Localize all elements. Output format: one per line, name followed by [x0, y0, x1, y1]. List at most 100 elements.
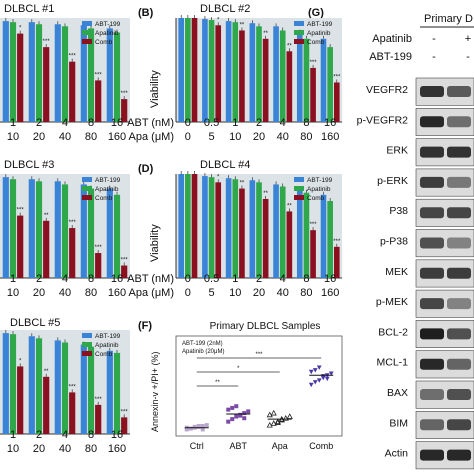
blot-label: ERK: [386, 145, 408, 157]
data-point: [192, 424, 197, 429]
chart-title: DLBCL #5: [10, 317, 60, 329]
significance-label: ***: [121, 409, 129, 415]
panel-label-g: (G): [308, 7, 324, 19]
significance-label: ***: [121, 91, 129, 97]
significance-label: ***: [333, 239, 341, 245]
bar-comb: [69, 228, 76, 278]
tick-label-apa: 10: [7, 287, 19, 299]
data-point: [312, 368, 318, 373]
bar-apatinib: [279, 186, 286, 278]
significance-label: ***: [95, 245, 103, 251]
legend-entry: Comb: [307, 195, 325, 202]
bar-abt-199: [80, 344, 87, 434]
tick-label-abt: 2: [36, 117, 42, 129]
bar-comb: [121, 265, 128, 278]
y-axis-label-b: Viability: [149, 70, 161, 108]
bar-abt-199: [249, 23, 256, 123]
bar-abt-199: [249, 180, 256, 278]
tick-label-apa: 20: [253, 131, 265, 143]
legend-entry: ABT-199: [95, 333, 121, 340]
significance-label: ***: [121, 258, 129, 264]
apa-dose-label: Apa (μM): [129, 287, 174, 299]
tick-label-apa: 80: [300, 287, 312, 299]
blot-band: [447, 298, 471, 310]
bar-apatinib: [113, 194, 121, 278]
tick-label-apa: 160: [108, 287, 126, 299]
tick-label-apa: 10: [7, 131, 19, 143]
significance-label: *: [217, 17, 220, 23]
significance-label: **: [287, 43, 292, 49]
bar-abt-199: [80, 25, 87, 123]
tick-label-abt: 1: [232, 117, 238, 129]
chart-title: DLBCL #4: [200, 159, 250, 171]
significance-label: **: [240, 181, 245, 187]
data-point: [200, 423, 205, 428]
bar-abt-199: [106, 350, 113, 434]
tick-label-abt: 4: [62, 273, 68, 285]
tick-label-abt: 1: [10, 117, 16, 129]
bar-abt-199: [320, 194, 327, 278]
bar-apatinib: [185, 174, 191, 278]
tick-label-apa: 20: [33, 443, 45, 455]
significance-label: **: [287, 203, 292, 209]
data-point: [316, 378, 322, 383]
data-point: [324, 376, 330, 382]
blot-band: [447, 116, 471, 128]
tick-label-abt: 2: [256, 273, 262, 285]
legend-swatch-0: [294, 21, 304, 26]
significance-label: ***: [255, 352, 263, 358]
blot-band: [420, 358, 444, 370]
tick-label-apa: 0: [185, 131, 191, 143]
tick-label-apa: 0: [185, 287, 191, 299]
blot-band: [420, 146, 444, 158]
blot-label: Actin: [385, 448, 409, 460]
bar-comb: [121, 417, 128, 434]
tick-label-abt: 0.5: [204, 117, 219, 129]
tick-label-abt: 8: [303, 273, 309, 285]
blot-band: [447, 237, 471, 249]
significance-label: *: [19, 26, 22, 32]
data-point: [196, 423, 201, 428]
tick-label-apa: 80: [300, 131, 312, 143]
blot-label: p-VEGFR2: [357, 114, 409, 126]
treatment-sign: -: [466, 51, 470, 63]
bar-apatinib: [9, 22, 17, 122]
blot-band: [447, 146, 471, 158]
blot-label: P38: [389, 205, 408, 217]
tick-label: Ctrl: [190, 441, 204, 451]
blot-label: p-ERK: [377, 175, 408, 187]
data-point: [234, 414, 239, 419]
bar-comb: [215, 182, 222, 278]
legend-swatch-1: [82, 342, 92, 347]
tick-label-abt: 2: [36, 273, 42, 285]
data-point: [312, 380, 318, 385]
tick-label-abt: 16: [111, 273, 123, 285]
bar-apatinib: [9, 179, 17, 278]
bar-abt-199: [202, 19, 208, 122]
blot-band: [420, 267, 444, 279]
significance-label: **: [44, 369, 49, 375]
data-point: [226, 407, 231, 412]
blot-label: MCL-1: [376, 357, 408, 369]
bar-apatinib: [113, 32, 121, 123]
bar-abt-199: [320, 38, 327, 122]
data-point: [242, 416, 247, 421]
bar-comb: [286, 211, 293, 278]
western-blot-panel: Primary D Apatinib - + ABT-199 - - VEGFR2 p-VEGF…: [357, 13, 474, 470]
significance-label: *: [19, 358, 22, 364]
bar-abt-199: [273, 26, 279, 122]
data-point: [238, 413, 243, 418]
bar-abt-199: [2, 21, 9, 122]
panel-label-b: (B): [138, 7, 154, 19]
bar-apatinib: [35, 338, 43, 434]
blot-label: BIM: [389, 417, 408, 429]
significance-label: **: [44, 213, 49, 219]
data-point: [234, 404, 239, 409]
legend-entry: ABT-199: [307, 21, 333, 28]
tick-label-abt: 4: [62, 117, 68, 129]
bar-apatinib: [327, 201, 333, 278]
bar-abt-199: [106, 188, 113, 278]
significance-label: *: [217, 174, 220, 180]
tick-label-apa: 40: [277, 287, 289, 299]
bar-comb: [17, 33, 24, 122]
